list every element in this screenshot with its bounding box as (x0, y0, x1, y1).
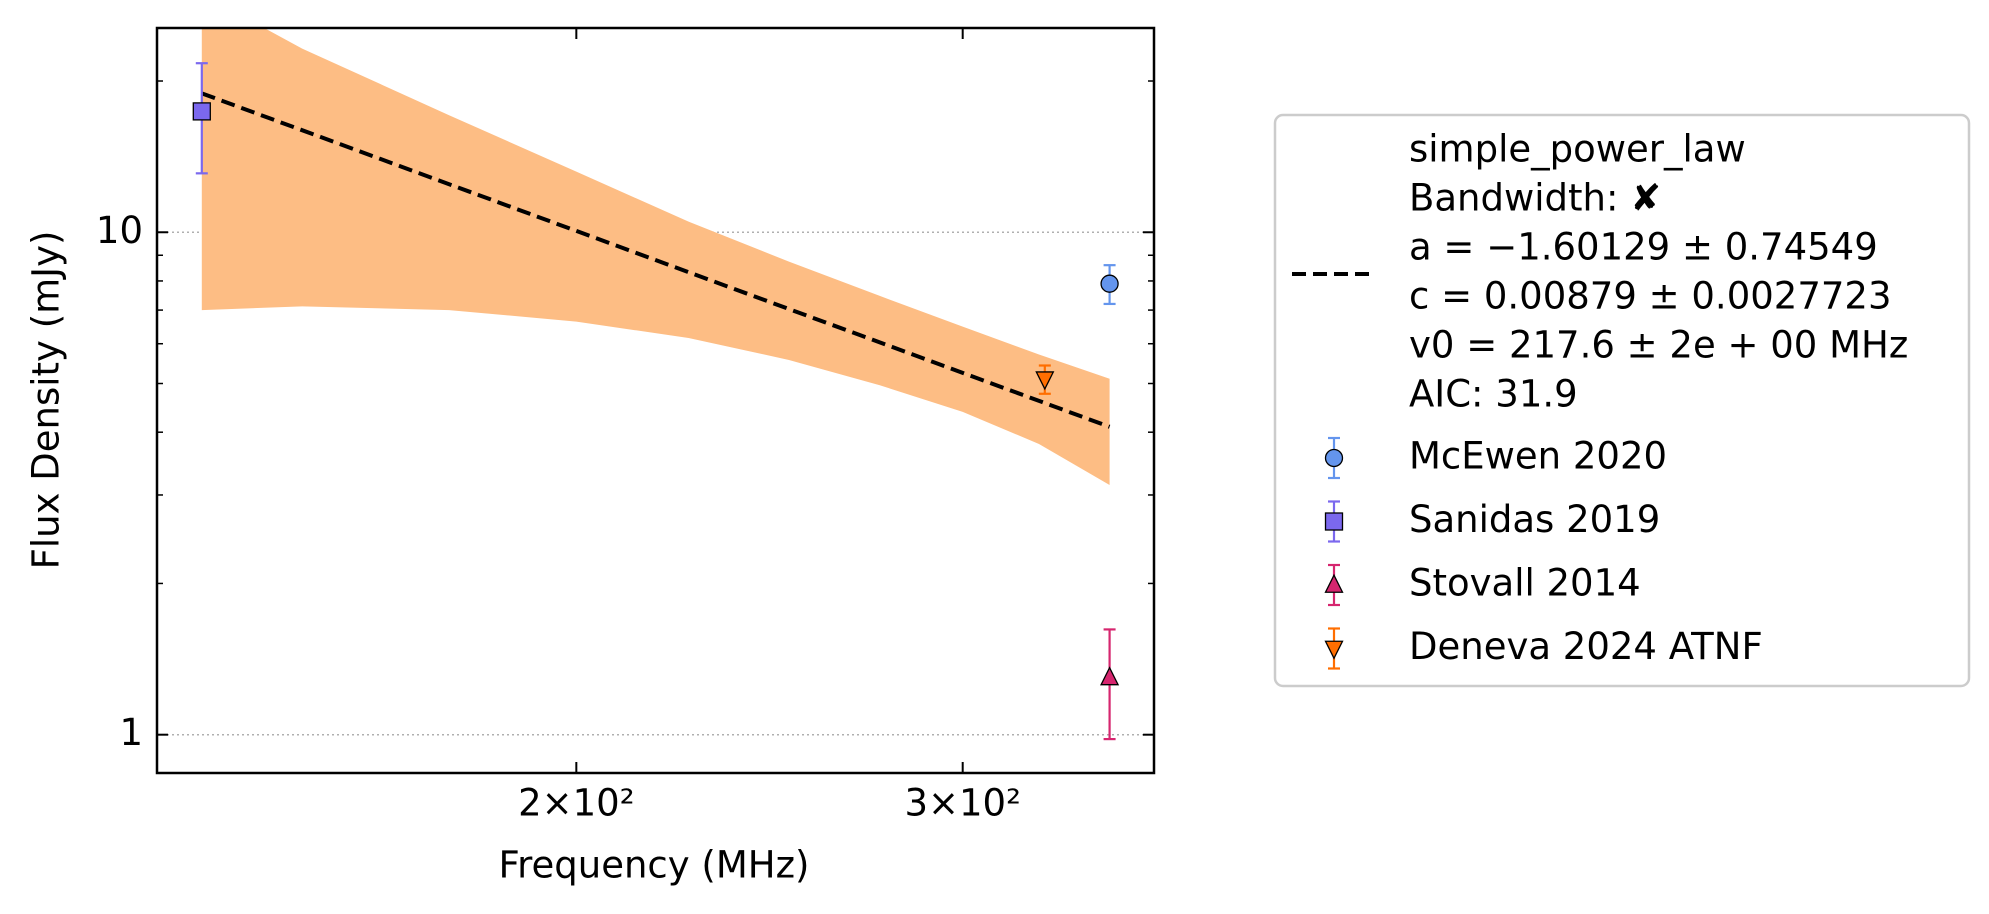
marker (1324, 573, 1344, 593)
marker (1035, 371, 1055, 391)
axes-frame (155, 26, 1156, 775)
legend-box (1273, 113, 1971, 688)
marker (1100, 666, 1120, 686)
legend: simple_power_law Bandwidth: ✘ a = −1.60129… (1292, 128, 1908, 670)
marker (1100, 274, 1119, 293)
axes: 1 10 2×10² 3×10² (96, 26, 1156, 825)
y-axis-label: Flux Density (mJy) (25, 231, 68, 570)
marker (1324, 512, 1344, 531)
marker (1324, 448, 1344, 468)
x-tick-label: 2×10² (518, 782, 634, 825)
plot-area (157, 28, 1154, 741)
x-axis-label: Frequency (MHz) (499, 844, 810, 887)
legend-label: c = 0.00879 ± 0.0027723 (1409, 275, 1891, 318)
legend-label: a = −1.60129 ± 0.74549 (1409, 226, 1878, 269)
x-tick-label: 3×10² (904, 782, 1020, 825)
legend-label: AIC: 31.9 (1409, 373, 1578, 416)
marker (1324, 640, 1344, 660)
fit-line (201, 91, 1111, 429)
fit-uncertainty-band (201, 28, 1110, 486)
legend-label: simple_power_law (1409, 128, 1746, 171)
y-tick-label: 10 (96, 209, 143, 252)
legend-label: v0 = 217.6 ± 2e + 00 MHz (1409, 324, 1908, 367)
legend-label: Deneva 2024 ATNF (1409, 625, 1763, 668)
legend-label: McEwen 2020 (1409, 435, 1667, 478)
marker (192, 102, 211, 121)
legend-label: Bandwidth: ✘ (1409, 177, 1661, 220)
legend-label: Stovall 2014 (1409, 562, 1641, 605)
y-tick-label: 1 (119, 711, 143, 754)
legend-label: Sanidas 2019 (1409, 498, 1660, 541)
